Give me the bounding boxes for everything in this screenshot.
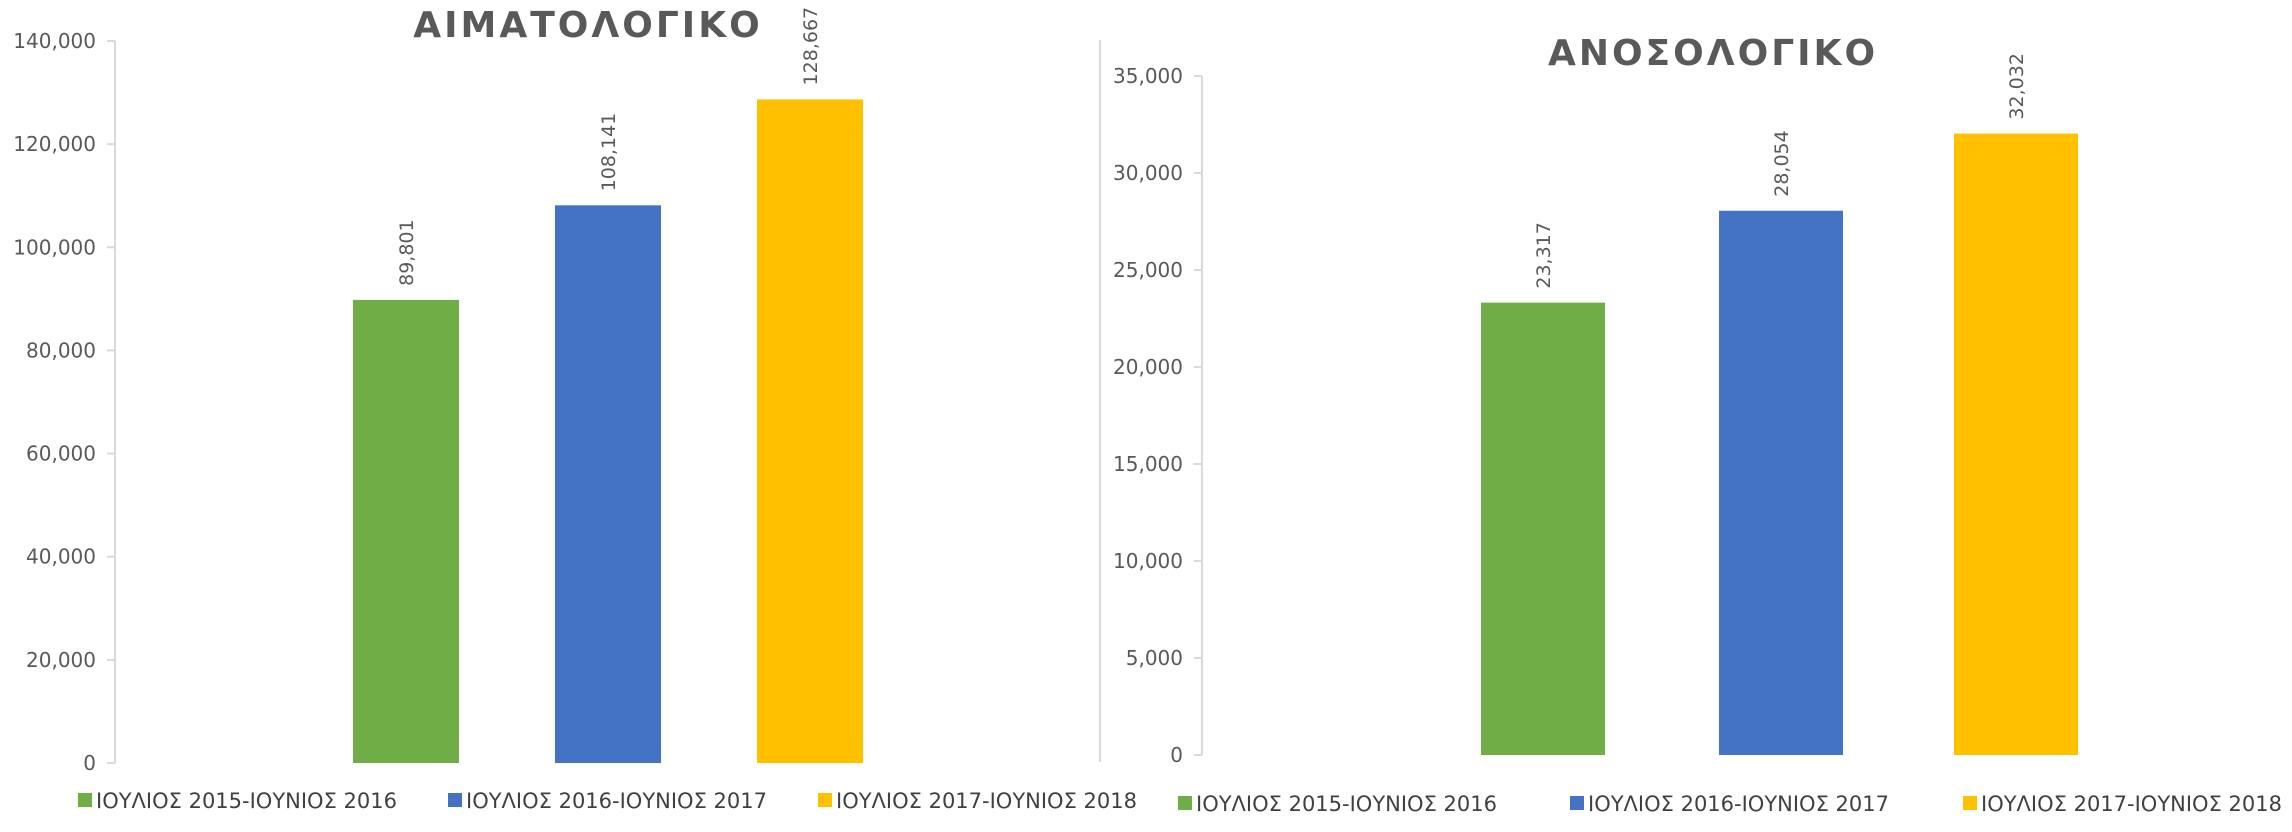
y-tick-label: 100,000 bbox=[13, 235, 96, 259]
legend-label: ΙΟΥΛΙΟΣ 2017-ΙΟΥΝΙΟΣ 2018 bbox=[1981, 792, 2282, 816]
legend-label: ΙΟΥΛΙΟΣ 2017-ΙΟΥΝΙΟΣ 2018 bbox=[836, 789, 1137, 813]
bar-1 bbox=[353, 299, 459, 763]
legend-swatch bbox=[818, 793, 832, 807]
legend-label: ΙΟΥΛΙΟΣ 2015-ΙΟΥΝΙΟΣ 2016 bbox=[96, 789, 397, 813]
data-label: 89,801 bbox=[396, 219, 418, 285]
chart-title: ΑΝΟΣΟΛΟΓΙΚΟ bbox=[1548, 33, 1878, 74]
bar-2 bbox=[1719, 210, 1843, 756]
legend-swatch bbox=[1963, 796, 1977, 810]
data-label: 32,032 bbox=[2006, 53, 2028, 119]
y-tick-label: 20,000 bbox=[26, 648, 96, 672]
bar-3 bbox=[1954, 133, 2078, 755]
legend-swatch bbox=[1570, 796, 1584, 810]
y-tick-label: 60,000 bbox=[26, 442, 96, 466]
data-label: 128,667 bbox=[800, 7, 822, 86]
bar-3 bbox=[757, 99, 863, 763]
y-tick-label: 35,000 bbox=[1113, 64, 1183, 88]
y-tick-label: 5,000 bbox=[1126, 646, 1183, 670]
chart-anosologiko: ΑΝΟΣΟΛΟΓΙΚΟ 0 5,000 10,000 15,000 20,000 25,00… bbox=[1113, 33, 2282, 816]
legend-label: ΙΟΥΛΙΟΣ 2016-ΙΟΥΝΙΟΣ 2017 bbox=[466, 789, 767, 813]
y-tick-label: 30,000 bbox=[1113, 161, 1183, 185]
bar-2 bbox=[555, 205, 661, 764]
bar-1 bbox=[1481, 302, 1605, 755]
y-tick-label: 0 bbox=[1170, 743, 1183, 767]
y-tick-label: 120,000 bbox=[13, 132, 96, 156]
data-label: 28,054 bbox=[1771, 130, 1793, 196]
legend-swatch bbox=[448, 793, 462, 807]
legend-label: ΙΟΥΛΙΟΣ 2015-ΙΟΥΝΙΟΣ 2016 bbox=[1196, 792, 1497, 816]
legend-swatch bbox=[78, 793, 92, 807]
y-tick-label: 40,000 bbox=[26, 545, 96, 569]
y-tick-label: 20,000 bbox=[1113, 355, 1183, 379]
y-tick-label: 10,000 bbox=[1113, 549, 1183, 573]
y-tick-label: 140,000 bbox=[13, 29, 96, 53]
data-label: 23,317 bbox=[1533, 222, 1555, 288]
legend-swatch bbox=[1178, 796, 1192, 810]
data-label: 108,141 bbox=[598, 113, 620, 192]
legend-label: ΙΟΥΛΙΟΣ 2016-ΙΟΥΝΙΟΣ 2017 bbox=[1588, 792, 1889, 816]
y-tick-label: 0 bbox=[83, 751, 96, 775]
y-tick-label: 25,000 bbox=[1113, 258, 1183, 282]
y-tick-label: 80,000 bbox=[26, 338, 96, 362]
chart-aimatologiko: ΑΙΜΑΤΟΛΟΓΙΚΟ 0 20,000 40,000 60,000 80,000 100… bbox=[13, 5, 1137, 813]
y-tick-label: 15,000 bbox=[1113, 452, 1183, 476]
chart-title: ΑΙΜΑΤΟΛΟΓΙΚΟ bbox=[413, 5, 762, 46]
